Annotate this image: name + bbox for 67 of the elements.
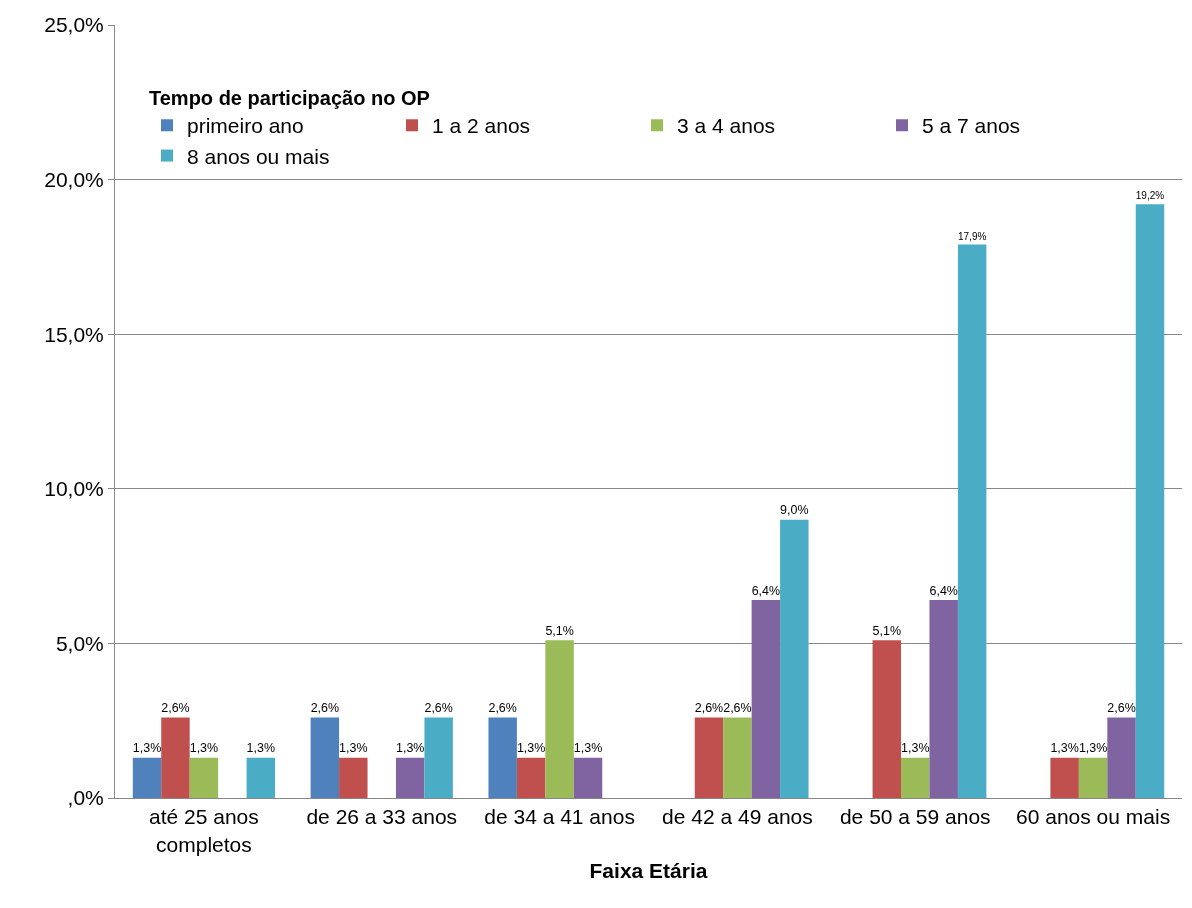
legend-label: 5 a 7 anos [922, 114, 1021, 138]
x-tick-label: de 42 a 49 anos [662, 805, 813, 829]
data-label: 1,3% [1050, 741, 1079, 756]
bar [424, 717, 453, 798]
data-label: 5,1% [545, 623, 574, 638]
data-label: 1,3% [1078, 741, 1108, 756]
bar [132, 757, 162, 798]
y-tick-label: 10,0% [44, 477, 104, 501]
x-axis-title: Faixa Etária [589, 858, 708, 882]
data-label: 1,3% [132, 741, 162, 756]
bar [161, 717, 190, 798]
x-tick-label: de 34 a 41 anos [484, 805, 635, 829]
bar [395, 757, 425, 798]
x-tick-label: 60 anos ou mais [1016, 805, 1171, 829]
bar [488, 717, 517, 798]
data-label: 2,6% [1107, 701, 1136, 716]
bar [1135, 204, 1165, 798]
bar [1107, 717, 1136, 798]
data-label: 2,6% [310, 701, 340, 716]
data-label: 1,3% [395, 741, 425, 756]
bar [723, 717, 752, 798]
data-label: 5,1% [872, 623, 902, 638]
data-label: 2,6% [424, 701, 453, 716]
bar [189, 757, 219, 798]
bar [751, 600, 781, 798]
data-label: 1,3% [573, 741, 603, 756]
data-label: 2,6% [694, 701, 724, 716]
bar [694, 717, 724, 798]
data-label: 17,9% [957, 230, 987, 242]
y-tick-label: 20,0% [44, 167, 104, 191]
data-label: 19,2% [1135, 190, 1165, 202]
legend-label: 8 anos ou mais [187, 144, 330, 168]
legend-label: 1 a 2 anos [432, 114, 531, 138]
x-tick-label: até 25 anos completos [149, 805, 259, 856]
y-tick-label: 5,0% [55, 631, 104, 655]
bar [516, 757, 546, 798]
data-label: 1,3% [901, 741, 930, 756]
x-tick-label: de 50 a 59 anos [839, 805, 991, 829]
data-label: 9,0% [780, 503, 809, 518]
data-label: 1,3% [516, 741, 546, 756]
bar [929, 600, 958, 798]
y-tick-label: 25,0% [44, 13, 104, 37]
data-label: 1,3% [246, 741, 276, 756]
bar [545, 640, 574, 798]
bar [780, 519, 809, 798]
y-tick-label: ,0% [67, 786, 104, 810]
legend-label: primeiro ano [187, 114, 304, 138]
bar [573, 757, 603, 798]
bar [872, 640, 902, 798]
legend-title: Tempo de participação no OP [149, 87, 430, 110]
bar [1078, 757, 1108, 798]
y-tick-label: 15,0% [44, 322, 104, 346]
data-label: 2,6% [161, 701, 190, 716]
bar [246, 757, 276, 798]
x-tick-label: de 26 a 33 anos [306, 805, 458, 829]
data-label: 1,3% [189, 741, 219, 756]
data-label: 1,3% [339, 741, 368, 756]
bar [957, 244, 987, 798]
legend-label: 3 a 4 anos [677, 114, 776, 138]
data-label: 2,6% [723, 701, 752, 716]
bar [339, 757, 368, 798]
data-label: 2,6% [488, 701, 517, 716]
bar [1050, 757, 1079, 798]
bar [310, 717, 340, 798]
data-label: 6,4% [751, 583, 781, 598]
data-label: 6,4% [929, 583, 958, 598]
bar [901, 757, 930, 798]
